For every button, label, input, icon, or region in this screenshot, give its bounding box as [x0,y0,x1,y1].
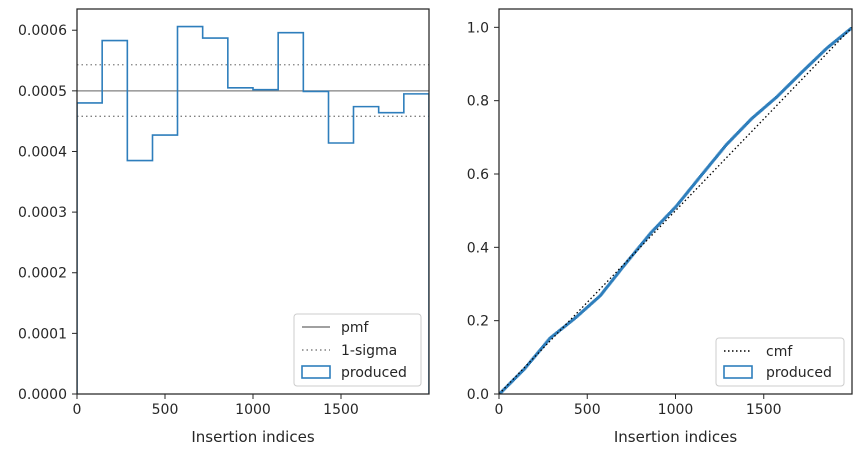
legend-produced-swatch [723,365,753,379]
legend-1-sigma-label: 1-sigma [341,343,397,359]
plot-area [77,25,429,394]
x-tick-label: 500 [152,402,179,418]
plot-area [499,26,852,394]
x-axis-label: Insertion indices [614,428,737,446]
legend-box [293,313,422,387]
x-tick-label: 1000 [235,402,271,418]
x-tick-label: 0 [73,402,82,418]
cmf-line [499,26,852,394]
y-tick-label: 0.0003 [18,205,67,221]
y-tick-label: 1.0 [467,20,489,36]
x-tick-label: 500 [574,402,601,418]
y-tick-label: 0.0002 [18,266,67,282]
produced-histogram [77,25,429,394]
y-tick-label: 0.0000 [18,387,67,403]
produced-cumulative [499,26,852,394]
y-tick-label: 0.8 [467,94,489,110]
legend-produced-swatch [301,365,331,379]
y-tick-label: 0.0006 [18,23,67,39]
legend-box [715,337,845,387]
x-tick-label: 1500 [323,402,359,418]
x-axis-label: Insertion indices [191,428,314,446]
y-tick-label: 0.0005 [18,84,67,100]
legend-pmf-label: pmf [341,320,370,336]
x-tick-label: 1000 [658,402,694,418]
x-tick-label: 1500 [746,402,782,418]
legend-produced-label: produced [766,365,832,381]
y-tick-label: 0.4 [467,240,489,256]
y-tick-label: 0.0 [467,387,489,403]
legend-cmf-label: cmf [766,344,793,360]
legend-produced-label: produced [341,365,407,381]
y-tick-label: 0.0004 [18,144,67,160]
x-tick-label: 0 [495,402,504,418]
y-tick-label: 0.2 [467,314,489,330]
y-tick-label: 0.6 [467,167,489,183]
y-tick-label: 0.0001 [18,326,67,342]
